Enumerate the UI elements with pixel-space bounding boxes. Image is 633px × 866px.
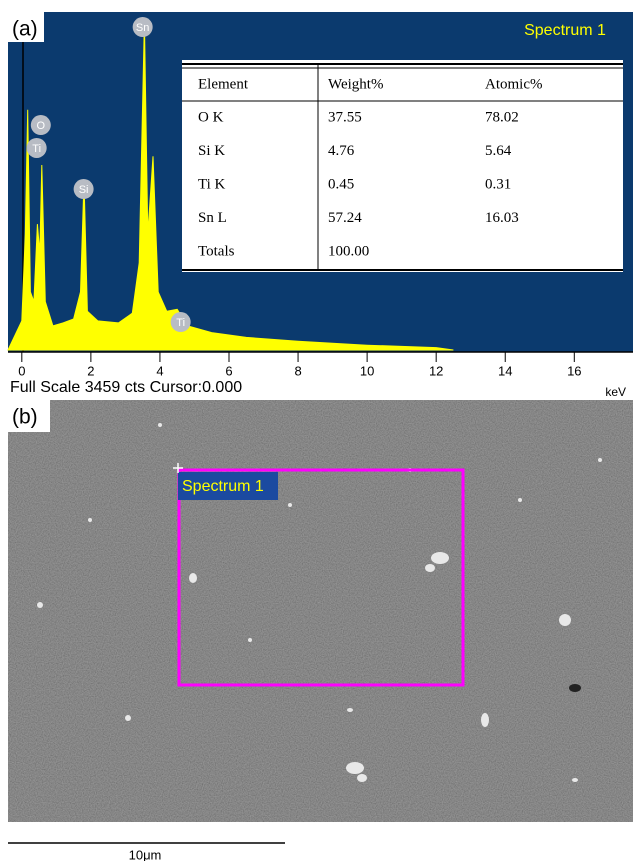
status-text: Full Scale 3459 cts Cursor:0.000 bbox=[10, 379, 242, 396]
table-cell: 0.45 bbox=[328, 176, 354, 192]
table-cell: 5.64 bbox=[485, 143, 512, 159]
x-tick-label: 14 bbox=[498, 363, 512, 378]
table-cell: Totals bbox=[198, 243, 235, 259]
region-label: Spectrum 1 bbox=[182, 478, 264, 495]
x-tick-label: 2 bbox=[87, 363, 94, 378]
peak-label: Sn bbox=[136, 22, 149, 34]
peak-label: Ti bbox=[32, 143, 41, 155]
table-cell: O K bbox=[198, 109, 224, 125]
x-tick-label: 6 bbox=[225, 363, 232, 378]
sem-noise bbox=[8, 400, 633, 822]
table-cell: 37.55 bbox=[328, 109, 362, 125]
scale-bar-label: 10μm bbox=[129, 847, 162, 861]
x-tick-label: 12 bbox=[429, 363, 443, 378]
table-header: Atomic% bbox=[485, 76, 543, 92]
x-ticks: 0 2 4 6 8 10 12 14 16 bbox=[18, 352, 581, 378]
x-tick-label: 10 bbox=[360, 363, 374, 378]
figure: Sn O Ti Si Ti Spectrum 1 (a) Element Weight% A… bbox=[0, 0, 633, 861]
panel-b: (b) Spectrum 1 10μm bbox=[8, 400, 633, 861]
table-cell: Ti K bbox=[198, 176, 226, 192]
table-cell: Sn L bbox=[198, 210, 227, 226]
panel-label: (a) bbox=[12, 18, 38, 41]
table-cell: 16.03 bbox=[485, 210, 519, 226]
spectrum-title: Spectrum 1 bbox=[524, 22, 606, 39]
table-cell: Si K bbox=[198, 143, 225, 159]
x-tick-label: 4 bbox=[156, 363, 163, 378]
x-tick-label: 0 bbox=[18, 363, 25, 378]
x-tick-label: 8 bbox=[294, 363, 301, 378]
table-cell: 78.02 bbox=[485, 109, 519, 125]
table-cell: 0.31 bbox=[485, 176, 511, 192]
panel-label: (b) bbox=[12, 406, 38, 429]
dark-spot bbox=[569, 684, 581, 692]
table-cell: 4.76 bbox=[328, 143, 355, 159]
panel-a: Sn O Ti Si Ti Spectrum 1 (a) Element Weight% A… bbox=[8, 12, 633, 399]
table-header: Weight% bbox=[328, 76, 383, 92]
x-axis-label: keV bbox=[605, 385, 626, 399]
table-header: Element bbox=[198, 76, 249, 92]
table-bg bbox=[182, 60, 623, 272]
x-tick-label: 16 bbox=[567, 363, 581, 378]
table: Element Weight% Atomic% O K 37.55 78.02 Si K 4.… bbox=[182, 60, 623, 272]
peak-label: Si bbox=[79, 184, 89, 196]
table-cell: 100.00 bbox=[328, 243, 369, 259]
peak-label: O bbox=[37, 120, 46, 132]
peak-label: Ti bbox=[176, 317, 185, 329]
table-cell: 57.24 bbox=[328, 210, 362, 226]
